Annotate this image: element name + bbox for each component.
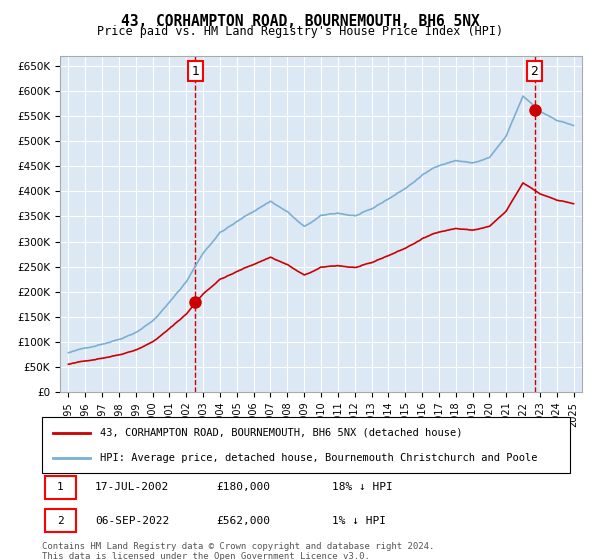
Text: 2: 2 — [57, 516, 64, 526]
Text: Contains HM Land Registry data © Crown copyright and database right 2024.
This d: Contains HM Land Registry data © Crown c… — [42, 542, 434, 560]
Text: 2: 2 — [530, 64, 538, 78]
Text: £180,000: £180,000 — [216, 482, 270, 492]
Text: 06-SEP-2022: 06-SEP-2022 — [95, 516, 169, 526]
FancyBboxPatch shape — [44, 509, 76, 533]
FancyBboxPatch shape — [44, 476, 76, 499]
Text: 1% ↓ HPI: 1% ↓ HPI — [332, 516, 386, 526]
Text: 43, CORHAMPTON ROAD, BOURNEMOUTH, BH6 5NX: 43, CORHAMPTON ROAD, BOURNEMOUTH, BH6 5N… — [121, 14, 479, 29]
FancyBboxPatch shape — [42, 417, 570, 473]
Text: HPI: Average price, detached house, Bournemouth Christchurch and Poole: HPI: Average price, detached house, Bour… — [100, 452, 538, 463]
Text: 1: 1 — [191, 64, 199, 78]
Text: 18% ↓ HPI: 18% ↓ HPI — [332, 482, 393, 492]
Text: 17-JUL-2002: 17-JUL-2002 — [95, 482, 169, 492]
Text: £562,000: £562,000 — [216, 516, 270, 526]
Text: Price paid vs. HM Land Registry's House Price Index (HPI): Price paid vs. HM Land Registry's House … — [97, 25, 503, 38]
Text: 43, CORHAMPTON ROAD, BOURNEMOUTH, BH6 5NX (detached house): 43, CORHAMPTON ROAD, BOURNEMOUTH, BH6 5N… — [100, 428, 463, 438]
Text: 1: 1 — [57, 482, 64, 492]
